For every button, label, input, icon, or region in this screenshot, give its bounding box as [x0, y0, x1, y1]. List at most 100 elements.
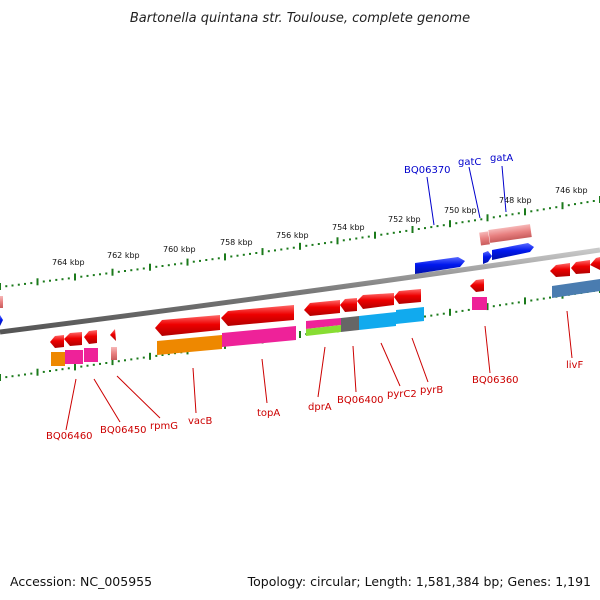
scale-label: 756 kbp [276, 231, 309, 240]
leader-line [261, 358, 268, 404]
minor-tick [236, 254, 239, 257]
minor-tick [530, 210, 533, 213]
scale-label: 758 kbp [220, 238, 253, 247]
minor-tick [17, 283, 20, 286]
gene-label: BQ06450 [100, 425, 147, 436]
scale-label: 750 kbp [444, 206, 477, 215]
gene-arrow [571, 260, 590, 274]
cog-block-pink [65, 350, 83, 364]
minor-tick [480, 218, 483, 221]
pseudo-gene-segment [479, 231, 490, 246]
minor-tick [117, 270, 120, 273]
cog-block-pink [472, 297, 487, 310]
minor-tick [205, 259, 208, 261]
gene-label: dprA [308, 402, 332, 413]
major-tick [0, 283, 1, 290]
major-tick [149, 263, 151, 271]
major-tick [299, 242, 301, 250]
minor-tick [49, 370, 51, 372]
minor-tick [455, 222, 458, 225]
minor-tick [161, 354, 164, 356]
major-tick [374, 231, 376, 239]
major-tick [299, 331, 301, 338]
minor-tick [517, 212, 520, 215]
minor-tick [255, 252, 258, 254]
minor-tick [424, 315, 426, 318]
minor-tick [511, 302, 514, 305]
minor-tick [17, 374, 20, 377]
leader-line [426, 176, 435, 226]
minor-tick [517, 301, 520, 304]
minor-tick [436, 225, 439, 228]
minor-tick [105, 362, 108, 364]
minor-tick [305, 244, 308, 247]
minor-tick [155, 265, 158, 268]
minor-tick [61, 368, 64, 371]
minor-tick [536, 209, 539, 212]
minor-tick [361, 236, 364, 239]
cog-category-blocks [51, 279, 600, 366]
minor-tick [467, 308, 470, 311]
leader-line [484, 325, 491, 374]
scale-label: 746 kbp [555, 186, 588, 195]
minor-tick [355, 237, 358, 240]
minor-tick [5, 285, 8, 288]
minor-tick [474, 219, 476, 222]
cog-block-pink [84, 348, 98, 362]
minor-tick [130, 358, 133, 361]
gene-label: BQ06370 [404, 165, 451, 176]
gene-arrow [483, 251, 492, 264]
gene-arrow [550, 263, 570, 277]
cog-block-cyan [359, 312, 396, 330]
cog-block-green [306, 325, 341, 336]
scale-labels: 764 kbp 762 kbp 760 kbp 758 kbp 756 kbp … [52, 186, 588, 267]
minor-tick [80, 275, 83, 278]
minor-tick [230, 255, 233, 258]
minor-tick [442, 312, 445, 315]
gene-arrow [84, 330, 97, 344]
gene-arrow [357, 293, 394, 309]
minor-tick [405, 229, 408, 232]
minor-tick [324, 242, 326, 245]
gene-arrow [0, 315, 3, 326]
minor-tick [430, 314, 433, 317]
leader-line [411, 337, 429, 383]
minor-tick [49, 279, 51, 282]
leader-line [93, 378, 121, 423]
minor-tick [124, 359, 126, 362]
gene-label: pyrB [420, 385, 443, 396]
gene-label: BQ06360 [472, 375, 519, 386]
minor-tick [155, 354, 158, 357]
cog-block-steel [552, 279, 600, 298]
major-tick [36, 368, 39, 376]
major-tick [336, 237, 339, 245]
pseudo-gene-segment [0, 296, 3, 308]
major-tick [561, 202, 564, 210]
leader-line [65, 378, 77, 431]
minor-tick [192, 260, 195, 263]
scale-label: 762 kbp [107, 251, 140, 260]
major-tick [111, 358, 114, 366]
gene-label: vacB [188, 416, 213, 427]
minor-tick [130, 269, 133, 272]
minor-tick [11, 284, 14, 287]
cog-block-pink [222, 326, 296, 347]
gene-label: topA [257, 408, 280, 419]
minor-tick [124, 270, 126, 272]
minor-tick [555, 206, 558, 209]
minor-tick [461, 309, 464, 312]
leader-line [468, 166, 481, 219]
label-leader-lines [65, 165, 573, 431]
leader-line [116, 375, 161, 419]
minor-tick [136, 357, 139, 360]
minor-tick [542, 297, 545, 300]
gene-label: BQ06400 [337, 395, 384, 406]
minor-tick [86, 274, 89, 277]
minor-tick [386, 232, 389, 235]
major-tick [36, 278, 39, 286]
gene-label: gatA [490, 153, 513, 164]
minor-tick [249, 252, 251, 255]
minor-tick [55, 369, 58, 372]
cog-block-gray [341, 316, 359, 332]
minor-tick [499, 215, 501, 218]
